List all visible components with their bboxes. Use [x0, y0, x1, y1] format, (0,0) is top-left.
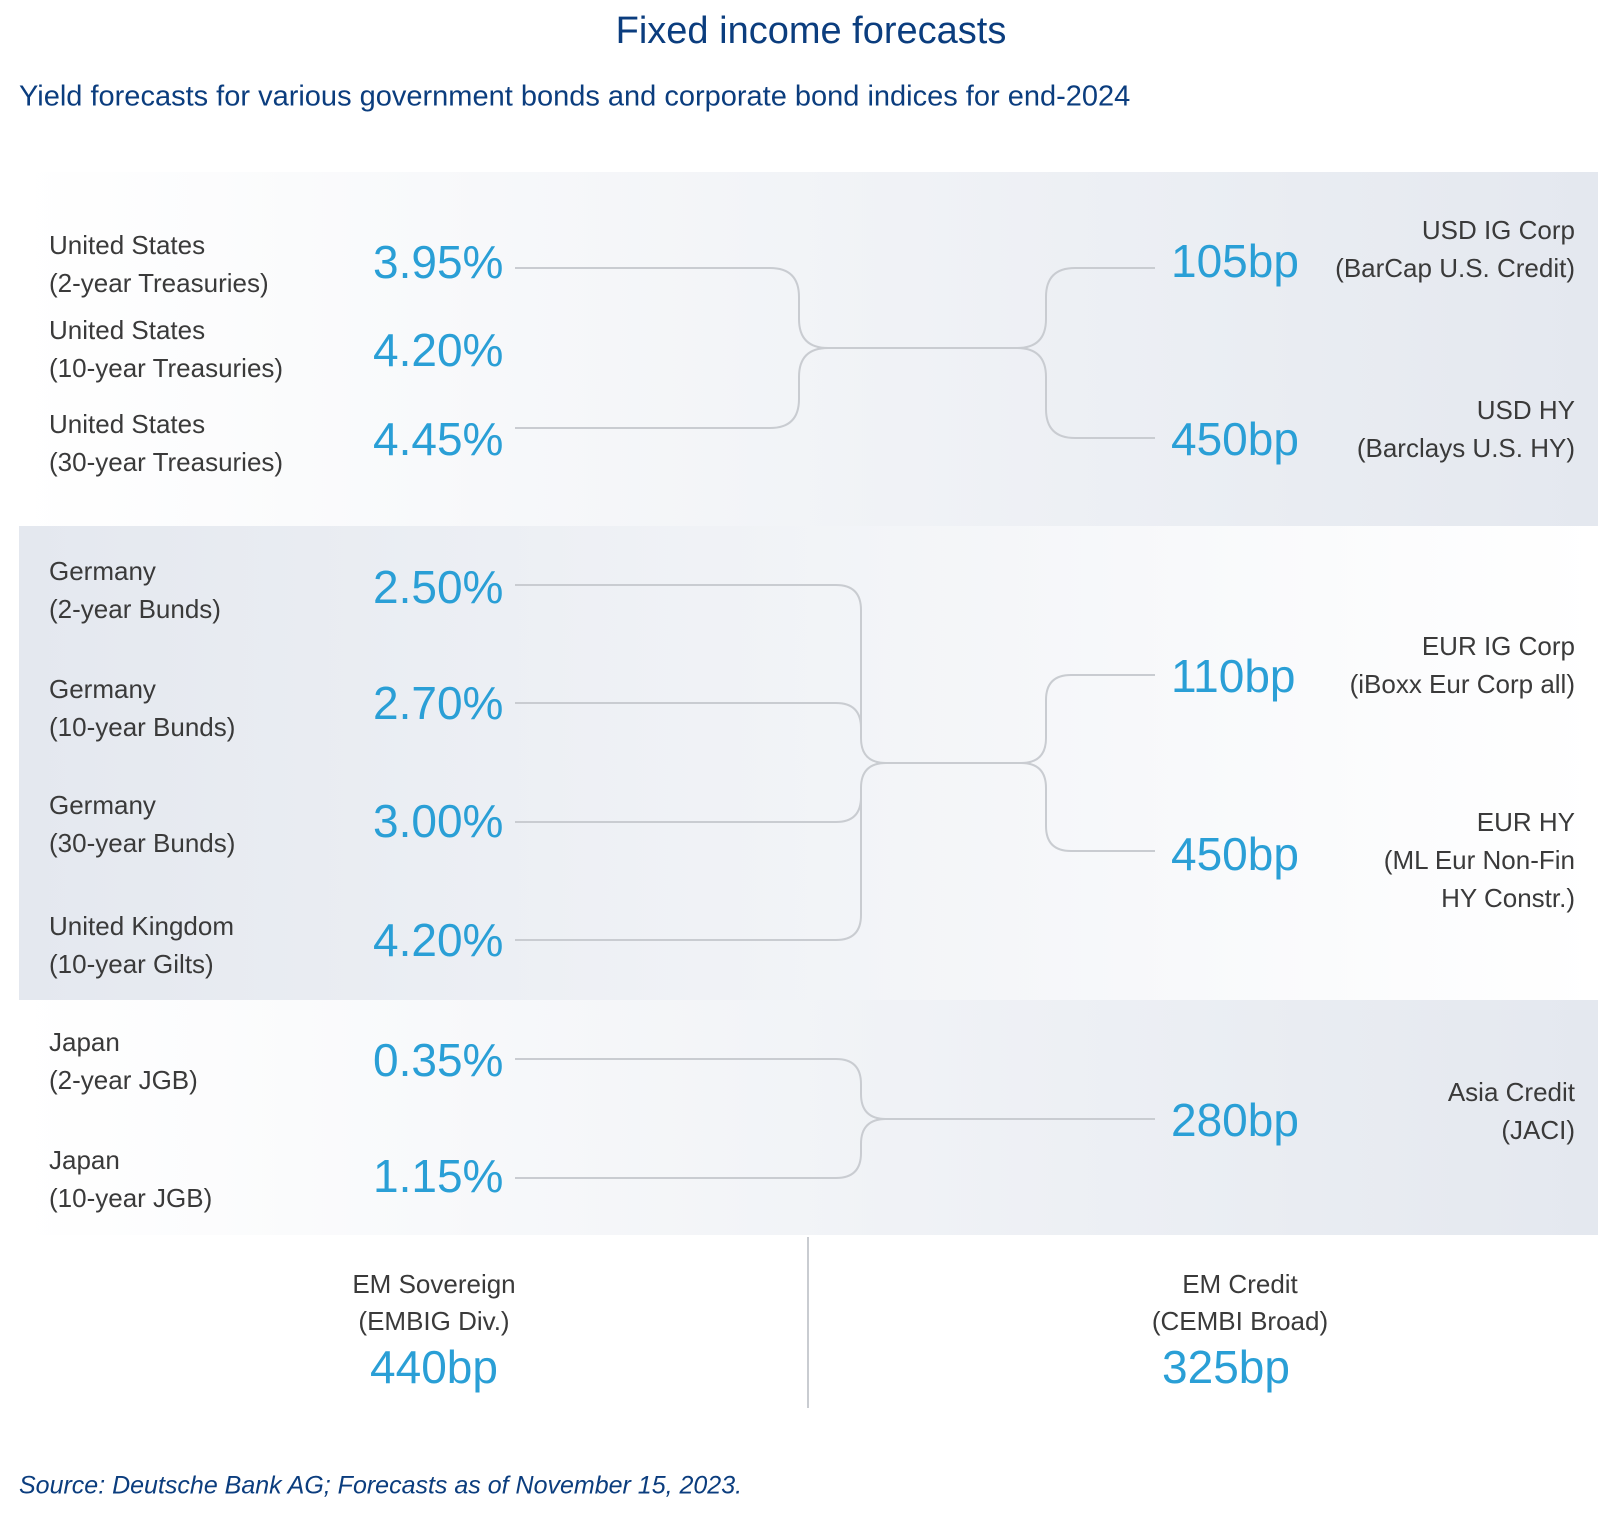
index-label: HY Constr.) [1441, 883, 1575, 913]
bond-label: (10-year Gilts) [49, 949, 214, 979]
index-label: (iBoxx Eur Corp all) [1350, 669, 1575, 699]
spread-value: 450bp [1171, 828, 1299, 880]
band [19, 1000, 1598, 1235]
bond-label: Japan [49, 1027, 120, 1057]
bond-label: (30-year Treasuries) [49, 447, 283, 477]
spread-value: 280bp [1171, 1094, 1299, 1146]
band [19, 172, 1598, 526]
em-value: 325bp [1162, 1341, 1290, 1393]
yield-value: 3.00% [373, 795, 503, 847]
index-label: EUR HY [1477, 807, 1575, 837]
bond-label: Germany [49, 556, 156, 586]
bond-label: United Kingdom [49, 911, 234, 941]
yield-value: 2.70% [373, 677, 503, 729]
bond-label: United States [49, 230, 205, 260]
yield-value: 2.50% [373, 561, 503, 613]
title: Fixed income forecasts [616, 10, 1007, 52]
connectors [515, 267, 1155, 1179]
yield-value: 1.15% [373, 1150, 503, 1202]
index-label: EUR IG Corp [1422, 631, 1575, 661]
em-label: (EMBIG Div.) [358, 1306, 509, 1336]
index-label: USD IG Corp [1422, 215, 1575, 245]
bond-label: Germany [49, 674, 156, 704]
em-label: EM Sovereign [352, 1269, 515, 1299]
index-label: (BarCap U.S. Credit) [1335, 253, 1575, 283]
em-label: (CEMBI Broad) [1152, 1306, 1328, 1336]
index-label: (Barclays U.S. HY) [1357, 433, 1575, 463]
bond-label: (10-year JGB) [49, 1183, 212, 1213]
index-label: Asia Credit [1448, 1077, 1576, 1107]
index-label: (JACI) [1501, 1115, 1575, 1145]
bond-label: United States [49, 409, 205, 439]
bond-label: (2-year Bunds) [49, 594, 221, 624]
bond-label: (2-year Treasuries) [49, 268, 269, 298]
bond-label: (30-year Bunds) [49, 828, 235, 858]
spread-value: 450bp [1171, 413, 1299, 465]
bond-label: (2-year JGB) [49, 1065, 198, 1095]
yield-value: 3.95% [373, 236, 503, 288]
connector [515, 1118, 887, 1179]
connector [515, 797, 862, 941]
connector [515, 347, 1155, 439]
index-label: USD HY [1477, 395, 1575, 425]
connector [515, 584, 1155, 764]
bond-label: Japan [49, 1145, 120, 1175]
spread-value: 105bp [1171, 235, 1299, 287]
source: Source: Deutsche Bank AG; Forecasts as o… [19, 1472, 742, 1500]
yield-value: 4.20% [373, 914, 503, 966]
spread-value: 110bp [1171, 650, 1296, 702]
bond-label: (10-year Treasuries) [49, 353, 283, 383]
bond-label: United States [49, 315, 205, 345]
yield-value: 4.45% [373, 413, 503, 465]
connector [515, 1058, 1155, 1120]
band [19, 526, 1598, 1000]
index-label: (ML Eur Non-Fin [1384, 845, 1575, 875]
connector [515, 702, 862, 729]
em-value: 440bp [370, 1341, 498, 1393]
yield-value: 4.20% [373, 324, 503, 376]
bond-label: Germany [49, 790, 156, 820]
bond-label: (10-year Bunds) [49, 712, 235, 742]
connector [515, 267, 1155, 349]
em-label: EM Credit [1182, 1269, 1298, 1299]
subtitle: Yield forecasts for various government b… [19, 81, 1130, 113]
yield-value: 0.35% [373, 1034, 503, 1086]
